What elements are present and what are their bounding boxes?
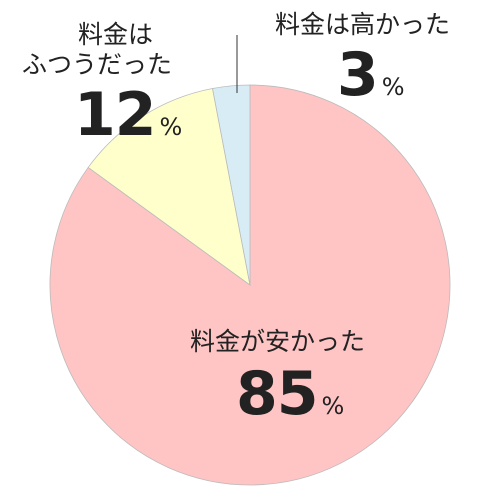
label-normal-value-row: 12% [74, 80, 183, 160]
slice-normal [87, 88, 251, 286]
label-expensive-value-row: 3% [337, 42, 450, 120]
label-normal-category-line2: ふつうだった [22, 50, 173, 79]
label-cheap-unit: % [321, 392, 345, 420]
label-group-cheap: 料金が安かった 85% [190, 327, 365, 439]
label-normal-category-line1: 料金は [78, 20, 154, 49]
label-cheap-value: 85 [236, 359, 318, 429]
label-cheap-value-row: 85% [236, 361, 365, 439]
slice-expensive [212, 84, 251, 286]
label-normal-unit: % [159, 113, 183, 141]
label-group-expensive: 料金は高かった 3% [275, 10, 450, 120]
label-expensive-value: 3 [337, 40, 379, 110]
label-group-normal: 料金は ふつうだった 12% [18, 20, 183, 160]
label-normal-value: 12 [74, 80, 156, 150]
label-cheap-category: 料金が安かった [190, 327, 366, 356]
label-expensive-unit: % [381, 73, 405, 101]
label-expensive-category: 料金は高かった [275, 10, 451, 39]
